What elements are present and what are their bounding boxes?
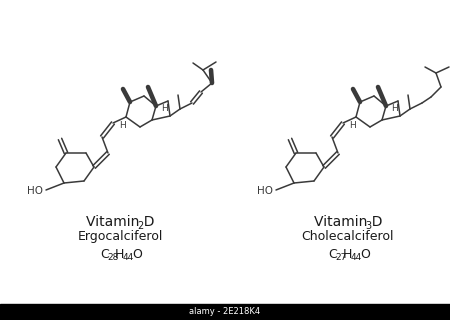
Text: H: H [349,121,356,130]
Text: 28: 28 [107,253,118,262]
Text: alamy - 2E218K4: alamy - 2E218K4 [189,308,261,316]
Text: 44: 44 [351,253,362,262]
Text: Ergocalciferol: Ergocalciferol [77,229,163,243]
Text: H: H [161,103,167,113]
Text: Vitamin D: Vitamin D [86,215,154,229]
Text: H: H [119,121,126,130]
Text: 2: 2 [137,221,143,231]
Text: HO: HO [257,186,273,196]
Text: H: H [391,103,397,113]
Text: H: H [343,249,352,261]
Text: HO: HO [27,186,43,196]
Bar [0,304,450,320]
Text: Cholecalciferol: Cholecalciferol [302,229,394,243]
Text: C: C [328,249,337,261]
Text: C: C [100,249,109,261]
Text: 3: 3 [365,221,371,231]
Text: 27: 27 [335,253,346,262]
Text: O: O [360,249,370,261]
Text: H: H [115,249,124,261]
Text: O: O [132,249,142,261]
Text: 44: 44 [123,253,134,262]
Text: Vitamin D: Vitamin D [314,215,382,229]
